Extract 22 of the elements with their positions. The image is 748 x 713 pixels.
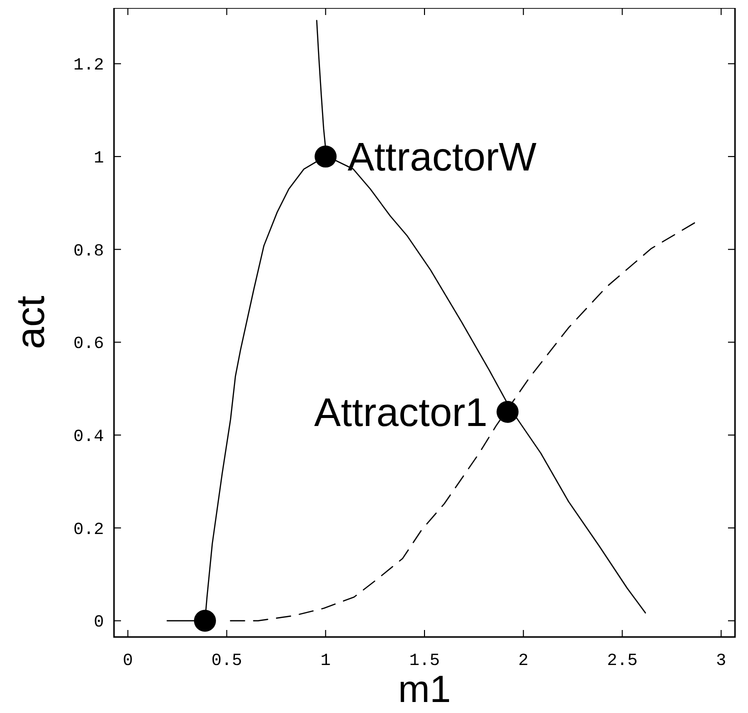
x-tick-label: 1	[320, 652, 331, 671]
y-tick-label: 0.6	[73, 335, 104, 354]
y-tick-label: 1	[94, 149, 104, 168]
y-tick-label: 0.4	[73, 428, 104, 448]
x-tick-label: 2.5	[606, 652, 638, 671]
x-tick-label: 3	[716, 652, 726, 671]
point	[194, 610, 216, 632]
y-tick-label: 1.2	[73, 56, 104, 76]
x-tick-label: 2	[518, 652, 528, 671]
y-tick-label: 0	[94, 614, 104, 633]
line-series	[230, 222, 696, 622]
y-axis-title: act	[9, 296, 53, 350]
y-tick-label: 0.2	[73, 520, 104, 540]
x-axis-title: m1	[398, 669, 451, 711]
annotation: AttractorW	[348, 136, 537, 180]
annotation: Attractor1	[314, 390, 488, 435]
point	[496, 400, 519, 423]
x-tick-label: 1.5	[409, 652, 440, 671]
x-tick-label: 0.5	[211, 652, 242, 671]
y-tick-label: 0.8	[73, 242, 104, 262]
point	[314, 146, 337, 168]
x-tick-label: 0	[122, 652, 133, 671]
